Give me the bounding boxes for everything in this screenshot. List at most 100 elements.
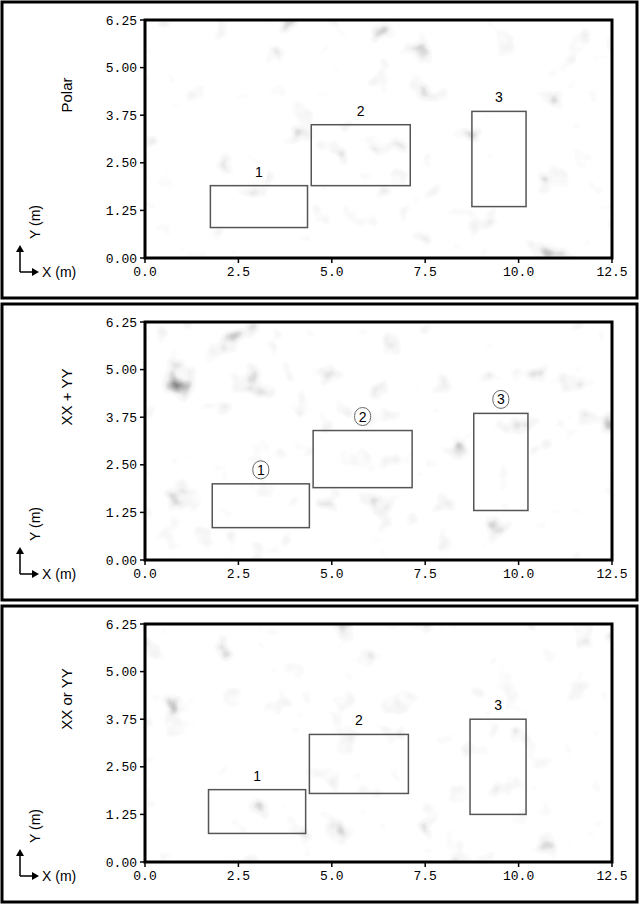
y-tick-label: 0.00 — [106, 554, 137, 569]
arrow-head — [16, 547, 24, 554]
y-tick-label: 2.50 — [106, 458, 137, 473]
panel-label: XX or YY — [58, 668, 75, 729]
y-tick — [140, 766, 145, 768]
y-axis-title: Y (m) — [27, 809, 43, 843]
image-field — [145, 624, 612, 862]
panel-label: XX + YY — [58, 369, 75, 426]
x-tick-label: 2.5 — [227, 567, 250, 582]
x-tick-label: 0.0 — [133, 567, 156, 582]
y-axis-title: Y (m) — [27, 507, 43, 541]
arrow-head — [16, 245, 24, 252]
panel-label: Polar — [58, 77, 75, 112]
image-field — [145, 322, 612, 560]
y-tick — [140, 718, 145, 720]
region-label-bg — [251, 163, 267, 181]
plot-frame — [145, 624, 612, 862]
plot-area — [145, 624, 612, 862]
y-axis-title: Y (m) — [27, 205, 43, 239]
y-tick-label: 3.75 — [106, 411, 137, 426]
x-tick-label: 0.0 — [133, 265, 156, 280]
y-tick — [140, 623, 145, 625]
region-label: 2 — [357, 103, 365, 119]
x-tick — [424, 258, 426, 263]
y-tick — [140, 512, 145, 514]
x-tick — [518, 258, 520, 263]
x-tick-label: 2.5 — [227, 869, 250, 884]
panel-border — [2, 304, 637, 600]
x-tick — [611, 560, 613, 565]
y-tick-label: 5.00 — [106, 363, 137, 378]
y-tick — [140, 162, 145, 164]
y-tick — [140, 210, 145, 212]
y-tick-label: 2.50 — [106, 760, 137, 775]
y-tick-label: 6.25 — [106, 14, 137, 29]
region-label-bg — [491, 88, 507, 106]
plot-frame — [145, 20, 612, 258]
x-tick — [331, 560, 333, 565]
x-tick — [238, 862, 240, 867]
y-tick-label: 5.00 — [106, 665, 137, 680]
region-label: 2 — [355, 712, 363, 728]
y-tick — [140, 464, 145, 466]
x-tick — [238, 258, 240, 263]
arrow-head — [32, 872, 39, 880]
region-label-bg — [493, 390, 509, 408]
x-tick-label: 7.5 — [413, 869, 436, 884]
panel: 1230.02.55.07.510.012.50.001.252.503.755… — [2, 2, 637, 298]
x-axis-title: X (m) — [42, 264, 76, 280]
x-tick-label: 7.5 — [413, 567, 436, 582]
x-tick — [331, 862, 333, 867]
image-field — [145, 20, 612, 258]
x-tick-label: 5.0 — [320, 265, 343, 280]
x-tick — [518, 560, 520, 565]
y-tick-label: 3.75 — [106, 713, 137, 728]
region-label: 3 — [494, 697, 502, 713]
x-tick-label: 10.0 — [503, 869, 534, 884]
region-label: 1 — [253, 768, 261, 784]
region-box — [309, 734, 408, 793]
x-tick — [611, 258, 613, 263]
region-box — [470, 719, 526, 814]
region-box — [210, 186, 307, 228]
x-axis-title: X (m) — [42, 566, 76, 582]
region-label: 1 — [255, 164, 263, 180]
y-tick-label: 0.00 — [106, 856, 137, 871]
x-tick-label: 12.5 — [596, 567, 627, 582]
plot-area — [145, 20, 612, 258]
y-tick — [140, 67, 145, 69]
y-tick — [140, 321, 145, 323]
y-tick — [140, 671, 145, 673]
y-tick-label: 0.00 — [106, 252, 137, 267]
y-tick-label: 1.25 — [106, 808, 137, 823]
y-tick — [140, 416, 145, 418]
region-box — [209, 790, 306, 834]
region-label-bg — [355, 408, 371, 426]
region-box — [313, 431, 412, 488]
x-tick — [424, 862, 426, 867]
x-tick — [238, 560, 240, 565]
y-tick — [140, 814, 145, 816]
plot-area — [145, 322, 612, 560]
x-tick-label: 2.5 — [227, 265, 250, 280]
region-label-bg — [353, 102, 369, 120]
y-tick-label: 1.25 — [106, 506, 137, 521]
plot-frame — [145, 322, 612, 560]
x-tick-label: 5.0 — [320, 869, 343, 884]
x-tick-label: 0.0 — [133, 869, 156, 884]
region-label-bg — [351, 711, 367, 729]
panel: 1230.02.55.07.510.012.50.001.252.503.755… — [2, 606, 637, 902]
x-tick — [611, 862, 613, 867]
y-tick-label: 2.50 — [106, 156, 137, 171]
y-tick — [140, 369, 145, 371]
arrow-head — [16, 849, 24, 856]
panel-border — [2, 606, 637, 902]
region-label-bg — [253, 461, 269, 479]
x-tick-label: 10.0 — [503, 265, 534, 280]
region-label: 1 — [257, 462, 265, 478]
y-tick — [140, 114, 145, 116]
x-tick-label: 7.5 — [413, 265, 436, 280]
arrow-head — [32, 268, 39, 276]
x-tick-label: 12.5 — [596, 265, 627, 280]
region-label: 2 — [359, 409, 367, 425]
x-tick-label: 5.0 — [320, 567, 343, 582]
